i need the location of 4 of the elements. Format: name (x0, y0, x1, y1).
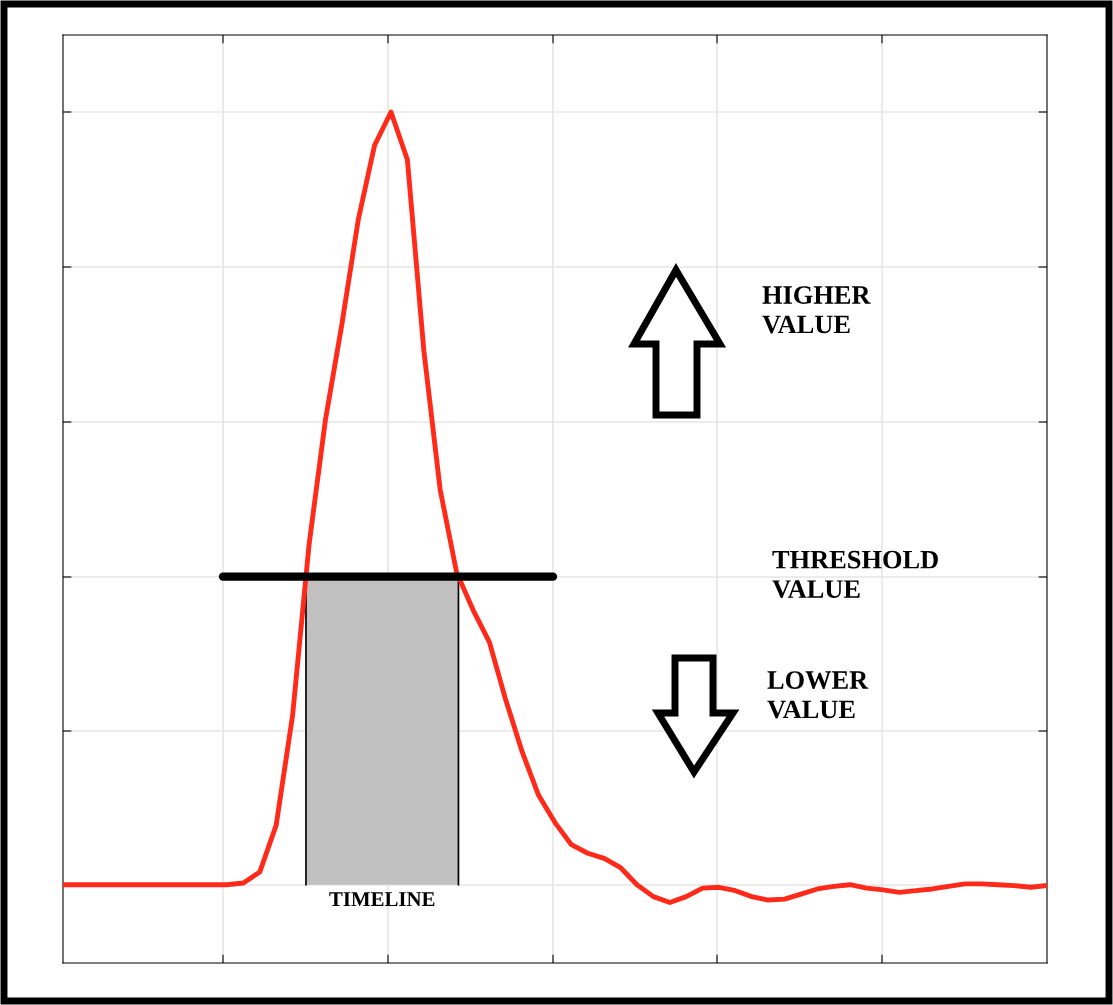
band-label: TIMELINE (329, 892, 435, 906)
annotation: LOWER VALUE (767, 671, 869, 719)
annotation: HIGHER VALUE (762, 286, 871, 334)
ref-line-label: THRESHOLD VALUE (772, 550, 938, 599)
